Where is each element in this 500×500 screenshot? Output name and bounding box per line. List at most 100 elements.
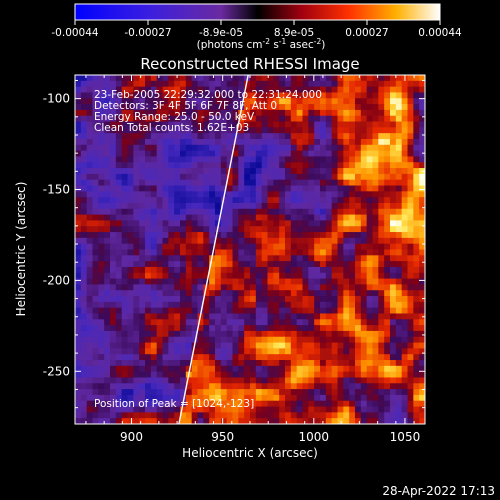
heatmap-cell — [331, 162, 338, 169]
heatmap-cell — [390, 98, 397, 105]
heatmap-cell — [250, 371, 257, 378]
heatmap-cell — [296, 80, 303, 88]
heatmap-cell — [191, 109, 198, 117]
heatmap-cell — [308, 336, 315, 344]
heatmap-cell — [232, 80, 239, 88]
heatmap-cell — [314, 348, 321, 355]
heatmap-cell — [145, 348, 152, 355]
heatmap-cell — [290, 348, 298, 355]
heatmap-cell — [320, 86, 327, 93]
heatmap-cell — [331, 313, 338, 320]
heatmap-cell — [343, 307, 350, 314]
heatmap-cell — [384, 348, 391, 355]
heatmap-cell — [180, 255, 187, 262]
heatmap-cell — [401, 342, 408, 349]
heatmap-cell — [250, 197, 257, 204]
heatmap-cell — [378, 208, 385, 216]
heatmap-cell — [320, 313, 327, 320]
heatmap-cell — [390, 214, 397, 221]
heatmap-cell — [250, 383, 257, 390]
heatmap-cell — [320, 266, 327, 274]
heatmap-cell — [390, 319, 397, 326]
heatmap-cell — [296, 220, 303, 227]
heatmap-cell — [285, 290, 292, 297]
heatmap-cell — [238, 232, 245, 239]
heatmap-cell — [267, 185, 274, 192]
heatmap-cell — [384, 121, 391, 128]
heatmap-cell — [419, 272, 425, 280]
heatmap-cell — [145, 255, 152, 262]
heatmap-cell — [139, 400, 146, 408]
heatmap-cell — [127, 371, 134, 378]
heatmap-cell — [75, 208, 82, 216]
heatmap-cell — [209, 109, 216, 117]
heatmap-cell — [273, 336, 280, 344]
heatmap-cell — [390, 208, 397, 216]
heatmap-cell — [104, 104, 111, 111]
heatmap-cell — [150, 162, 158, 169]
heatmap-cell — [226, 92, 233, 99]
heatmap-cell — [261, 168, 268, 175]
heatmap-cell — [279, 389, 286, 396]
heatmap-cell — [337, 377, 344, 384]
heatmap-cell — [127, 400, 134, 408]
heatmap-cell — [384, 80, 391, 88]
heatmap-cell — [384, 179, 391, 187]
heatmap-cell — [75, 144, 82, 152]
heatmap-cell — [86, 133, 93, 140]
heatmap-cell — [378, 214, 385, 221]
heatmap-cell — [302, 389, 309, 396]
heatmap-cell — [261, 284, 268, 291]
heatmap-cell — [127, 121, 134, 128]
heatmap-cell — [395, 75, 403, 82]
heatmap-cell — [337, 400, 344, 408]
heatmap-cell — [133, 394, 140, 402]
heatmap-cell — [290, 92, 298, 99]
heatmap-cell — [174, 266, 181, 274]
heatmap-cell — [419, 237, 425, 245]
heatmap-cell — [92, 109, 99, 117]
heatmap-cell — [180, 330, 187, 338]
heatmap-cell — [360, 191, 368, 198]
heatmap-cell — [290, 156, 298, 163]
heatmap-cell — [80, 319, 88, 326]
heatmap-cell — [191, 243, 198, 250]
heatmap-cell — [273, 284, 280, 291]
heatmap-cell — [98, 133, 105, 140]
heatmap-cell — [419, 156, 425, 163]
heatmap-cell — [337, 336, 344, 344]
heatmap-cell — [174, 214, 181, 221]
heatmap-cell — [238, 75, 245, 82]
heatmap-cell — [390, 266, 397, 274]
heatmap-cell — [401, 400, 408, 408]
heatmap-cell — [139, 301, 146, 309]
heatmap-cell — [98, 249, 105, 256]
heatmap-cell — [296, 278, 303, 285]
heatmap-cell — [203, 325, 210, 332]
heatmap-cell — [255, 109, 263, 117]
heatmap-cell — [419, 150, 425, 157]
heatmap-cell — [255, 249, 263, 256]
heatmap-cell — [395, 127, 403, 134]
heatmap-cell — [180, 301, 187, 309]
heatmap-cell — [156, 389, 163, 396]
heatmap-cell — [290, 342, 298, 349]
heatmap-cell — [209, 162, 216, 169]
heatmap-cell — [349, 377, 356, 384]
heatmap-cell — [238, 418, 245, 424]
heatmap-cell — [139, 377, 146, 384]
heatmap-cell — [215, 237, 222, 245]
heatmap-cell — [331, 173, 338, 181]
heatmap-cell — [314, 156, 321, 163]
heatmap-cell — [244, 342, 251, 349]
heatmap-cell — [279, 400, 286, 408]
heatmap-cell — [244, 156, 251, 163]
heatmap-cell — [145, 98, 152, 105]
heatmap-cell — [174, 179, 181, 187]
heatmap-cell — [133, 354, 140, 361]
heatmap-cell — [139, 173, 146, 181]
heatmap-cell — [419, 330, 425, 338]
heatmap-cell — [349, 400, 356, 408]
heatmap-cell — [261, 296, 268, 303]
heatmap-cell — [407, 261, 414, 268]
